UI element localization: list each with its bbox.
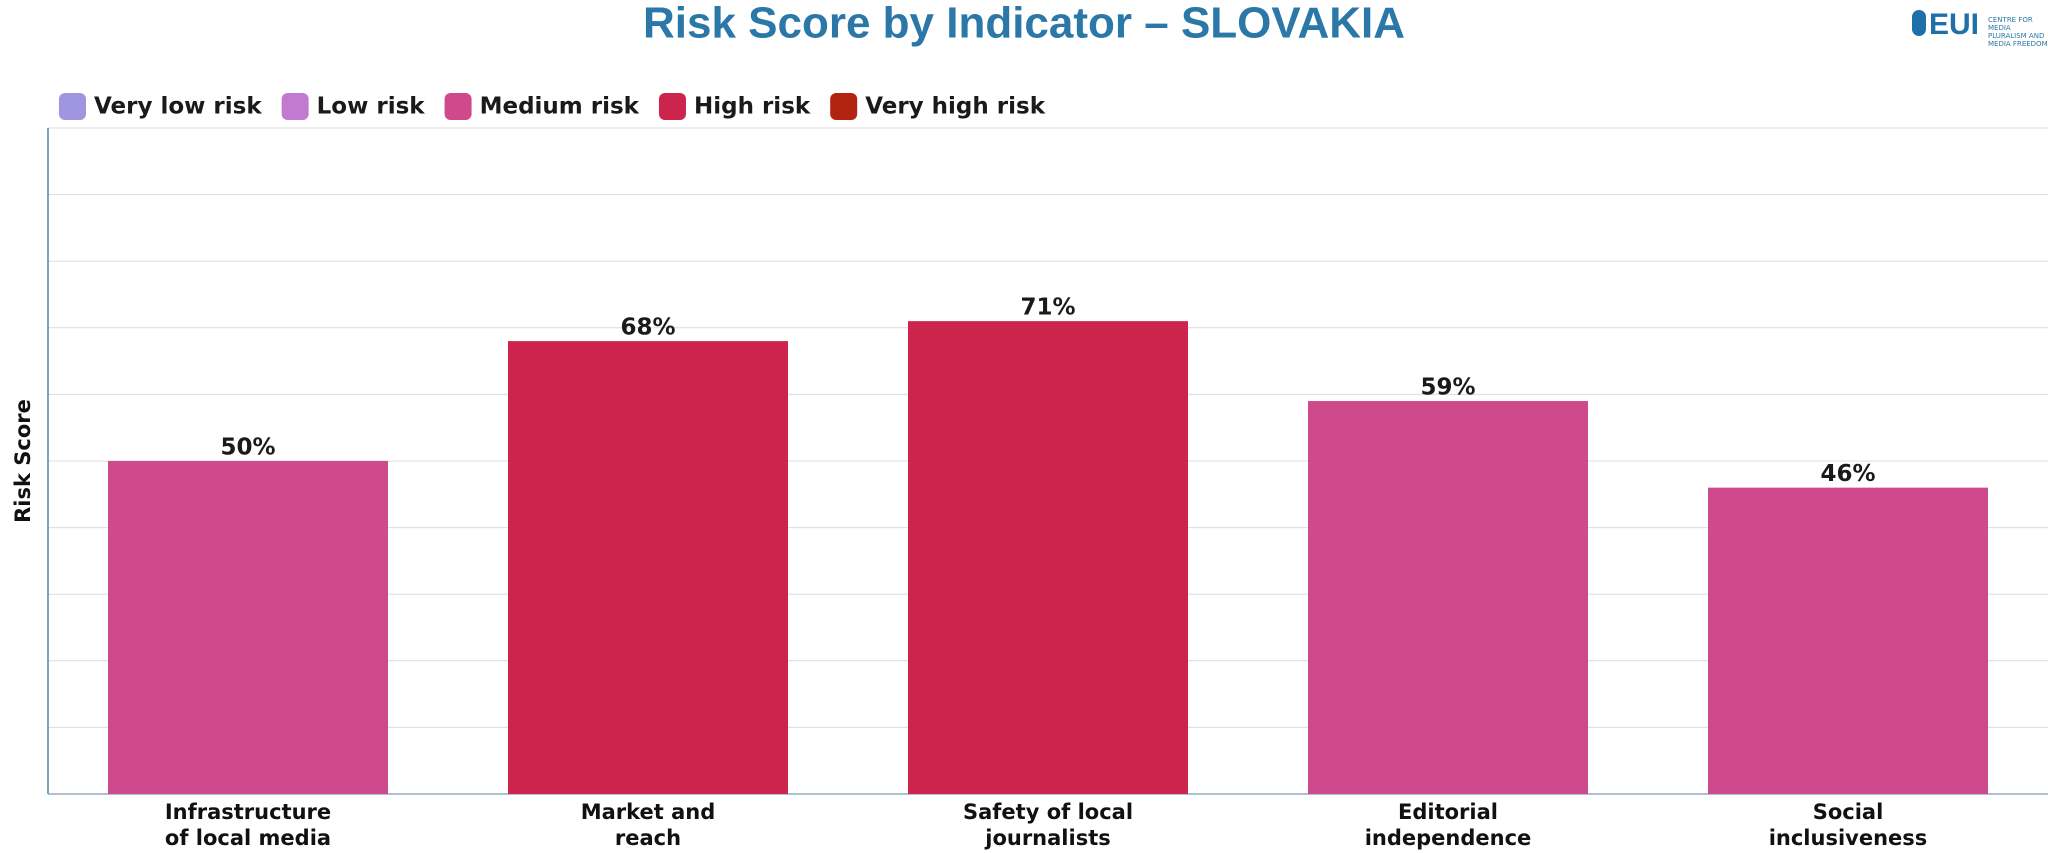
legend-label: Low risk — [317, 94, 426, 120]
legend-swatch — [59, 93, 86, 120]
bar — [908, 321, 1188, 794]
x-tick-label: Infrastructure of local media — [164, 800, 332, 850]
y-axis-title: Risk Score — [11, 399, 35, 523]
x-tick-label: Social inclusiveness — [1768, 800, 1928, 850]
legend-swatch — [658, 93, 686, 120]
x-tick-label: Market and reach — [580, 800, 716, 850]
value-label: 59% — [1420, 375, 1475, 401]
bar — [108, 461, 388, 794]
legend-label: High risk — [694, 94, 811, 120]
x-tick-label: Safety of local journalists — [962, 800, 1134, 850]
value-label: 50% — [220, 435, 275, 461]
legend-label: Medium risk — [480, 94, 640, 120]
legend-label: Very high risk — [865, 94, 1046, 120]
logo-subtitle: CENTRE FOR MEDIA PLURALISM AND MEDIA FRE… — [1988, 16, 2048, 48]
legend-swatch — [444, 93, 472, 120]
value-label: 46% — [1820, 461, 1875, 487]
value-label: 68% — [620, 315, 675, 341]
x-tick-label: Editorial independence — [1364, 800, 1532, 850]
bar — [1308, 401, 1588, 794]
value-label: 71% — [1020, 295, 1075, 321]
legend-label: Very low risk — [94, 94, 262, 120]
logo-icon — [1912, 10, 1926, 36]
bar — [1708, 487, 1988, 794]
bar — [508, 341, 788, 794]
chart-title: Risk Score by Indicator – SLOVAKIA — [643, 0, 1405, 48]
legend-swatch — [281, 93, 309, 120]
logo-name: EUI — [1929, 8, 1979, 41]
legend-swatch — [830, 93, 858, 120]
